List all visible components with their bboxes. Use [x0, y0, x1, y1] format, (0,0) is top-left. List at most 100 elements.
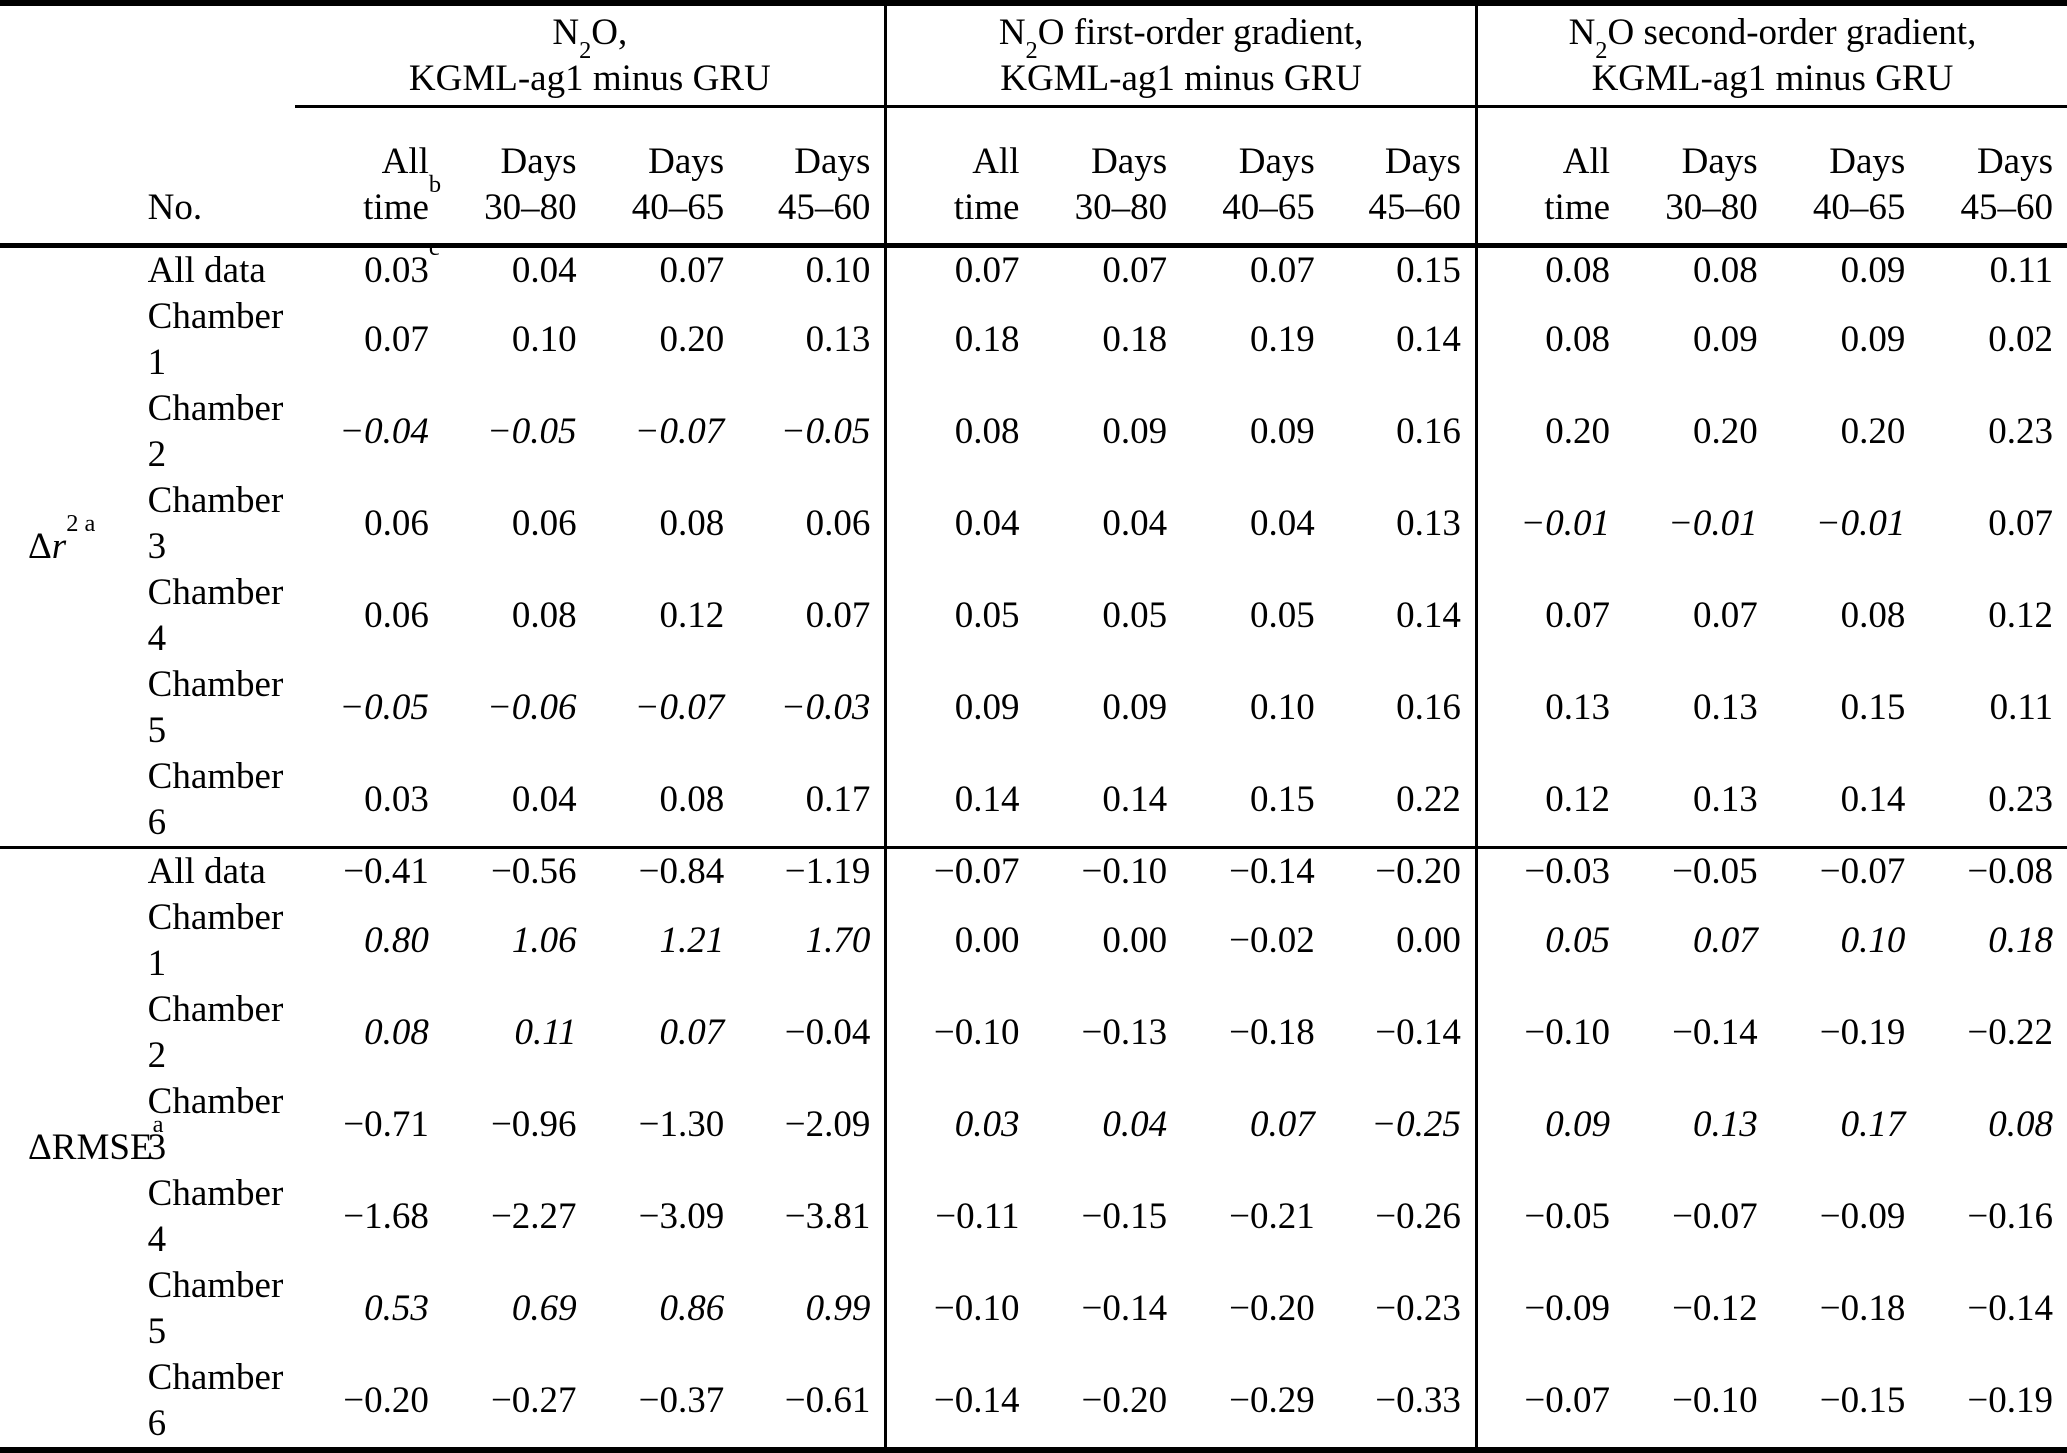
value-cell: 0.04 [1102, 503, 1168, 544]
value-cell: 0.07 [1250, 1104, 1315, 1145]
value-cell: 0.09 [1692, 319, 1758, 360]
value-cell: 0.08 [1692, 250, 1758, 291]
row-label: Chamber 6 [147, 1357, 284, 1444]
value-cell: −0.13 [1081, 1012, 1168, 1053]
value-cell: −0.71 [343, 1104, 429, 1145]
value-cell: 0.04 [1250, 503, 1315, 544]
row-label: Chamber 6 [147, 756, 284, 843]
value-cell: −0.10 [884, 987, 1034, 1079]
column-header: Days 30–80 [1624, 106, 1772, 248]
value-cell: −0.11 [884, 1171, 1034, 1263]
group-header-row: N2O, KGML-ag1 minus GRU N2O first-order gr… [0, 3, 2067, 108]
column-header: All time [1474, 106, 1625, 248]
value-cell: 0.09 [884, 662, 1034, 754]
value-cell: −0.04 [339, 411, 429, 452]
row-label: Chamber 3 [147, 480, 284, 567]
value-cell: −2.09 [784, 1104, 871, 1145]
value-cell: −0.05 [1624, 846, 1772, 895]
column-group-header: N2O, KGML-ag1 minus GRU [295, 3, 886, 108]
value-cell: −0.01 [1474, 478, 1625, 570]
table-row: Chamber 2 0.08 0.11 0.07 −0.04 −0.10 −0.13 −0.1… [0, 987, 2067, 1079]
value-cell: 0.02 [1988, 319, 2053, 360]
value-cell: −0.25 [1371, 1104, 1461, 1145]
column-header: Days 30–80 [1033, 106, 1182, 248]
column-header: Days 40–65 [1771, 106, 1920, 248]
value-cell: 0.07 [1102, 250, 1168, 291]
value-cell: 0.08 [884, 386, 1034, 478]
value-cell: 0.07 [1250, 250, 1315, 291]
value-cell: −1.19 [738, 846, 886, 895]
value-cell: 0.08 [364, 1012, 429, 1053]
value-cell: 0.06 [364, 595, 429, 636]
value-cell: −0.14 [884, 1355, 1034, 1450]
value-cell: 0.05 [1102, 595, 1168, 636]
value-cell: 0.08 [1474, 294, 1625, 386]
value-cell: −0.41 [295, 846, 443, 895]
row-label: Chamber 1 [147, 897, 284, 984]
value-cell: −0.07 [634, 411, 725, 452]
value-cell: 0.07 [805, 595, 871, 636]
value-cell: 0.13 [1692, 779, 1758, 820]
table-row: Chamber 1 0.80 1.06 1.21 1.70 0.00 0.00 −0.02 0.… [0, 895, 2067, 987]
value-cell: 0.07 [1474, 570, 1625, 662]
value-cell: 1.21 [659, 920, 725, 961]
value-cell: 0.09 [1840, 319, 1906, 360]
row-label: Chamber 5 [147, 1265, 284, 1352]
value-cell: −0.20 [1081, 1380, 1168, 1421]
value-cell: 0.23 [1988, 411, 2053, 452]
value-cell: 0.10 [511, 319, 577, 360]
value-cell: 0.06 [364, 503, 429, 544]
value-cell: 0.06 [805, 503, 871, 544]
value-cell: 0.10 [1250, 687, 1315, 728]
value-cell: 0.00 [1102, 920, 1168, 961]
row-label: Chamber 4 [147, 572, 284, 659]
value-cell: 0.16 [1396, 411, 1461, 452]
value-cell: −0.05 [486, 411, 577, 452]
value-cell: 0.11 [514, 1012, 577, 1053]
value-cell: −3.09 [638, 1196, 725, 1237]
value-cell: −2.27 [490, 1196, 577, 1237]
row-label: Chamber 2 [147, 989, 284, 1076]
value-cell: 0.18 [1988, 920, 2053, 961]
value-cell: −0.37 [638, 1380, 725, 1421]
value-cell: −0.03 [780, 687, 871, 728]
value-cell: −0.56 [442, 846, 591, 895]
value-cell: 1.06 [511, 920, 577, 961]
value-cell: 0.14 [1840, 779, 1906, 820]
value-cell: 0.10 [1840, 920, 1906, 961]
value-cell: −0.07 [634, 687, 725, 728]
value-cell: 0.05 [884, 570, 1034, 662]
value-cell: −0.16 [1967, 1196, 2053, 1237]
value-cell: 0.07 [1988, 503, 2053, 544]
value-cell: 0.14 [1396, 595, 1461, 636]
row-group-label: Δr2 a [28, 510, 96, 567]
value-cell: 0.07 [659, 250, 725, 291]
row-label: Chamber 3 [147, 1081, 284, 1168]
value-cell: 0.04 [511, 250, 577, 291]
value-cell: 0.14 [1396, 319, 1461, 360]
value-cell: 0.06 [511, 503, 577, 544]
value-cell: 0.18 [884, 294, 1034, 386]
value-cell: −0.21 [1229, 1196, 1315, 1237]
value-cell: 0.86 [659, 1288, 725, 1329]
value-cell: 0.08 [659, 779, 725, 820]
value-cell: 0.08 [1988, 1104, 2053, 1145]
value-cell: −0.01 [1815, 503, 1906, 544]
row-label: Chamber 4 [147, 1173, 284, 1260]
value-cell: 0.08 [1474, 245, 1625, 294]
column-group-header: N2O first-order gradient, KGML-ag1 minus … [884, 3, 1477, 108]
column-header: Days 40–65 [1181, 106, 1329, 248]
table-row: Chamber 5 −0.05 −0.06 −0.07 −0.03 0.09 0.09 0.1… [0, 662, 2067, 754]
value-cell: 0.03 [364, 779, 429, 820]
column-header: Days 45–60 [1919, 106, 2067, 248]
column-header: Days 40–65 [590, 106, 739, 248]
value-cell: −0.14 [1672, 1012, 1758, 1053]
value-cell: −1.68 [343, 1196, 429, 1237]
value-cell: −0.14 [1967, 1288, 2053, 1329]
value-cell: −0.09 [1819, 1196, 1906, 1237]
value-cell: 0.07 [884, 245, 1034, 294]
column-header: Days 45–60 [1328, 106, 1477, 248]
value-cell: 0.16 [1396, 687, 1461, 728]
